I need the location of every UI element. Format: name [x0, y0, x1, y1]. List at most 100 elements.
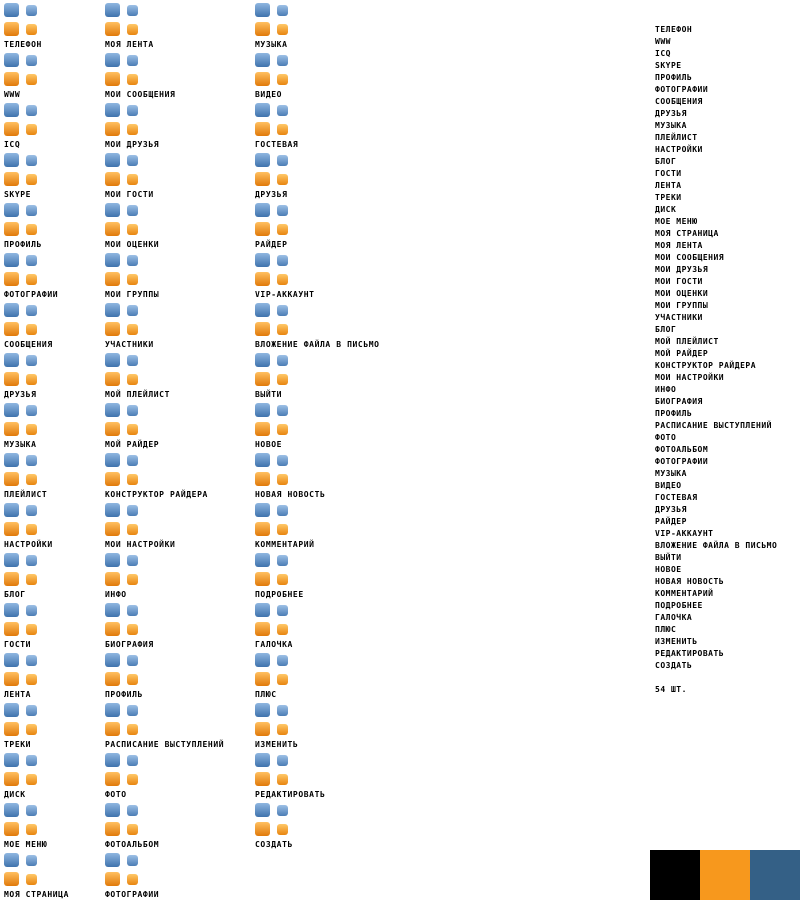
blue-icon	[105, 3, 120, 17]
icon-label: ЛЕНТА	[4, 690, 32, 699]
orange-icon	[26, 224, 37, 235]
list-item: ДРУЗЬЯ	[655, 505, 687, 514]
orange-icon	[105, 822, 120, 836]
orange-icon	[277, 724, 288, 735]
orange-icon	[127, 324, 138, 335]
list-item: ГОСТЕВАЯ	[655, 493, 698, 502]
orange-icon	[4, 722, 19, 736]
icon-label: ФОТОАЛЬБОМ	[105, 840, 160, 849]
blue-icon	[255, 53, 270, 67]
swatch-blue	[750, 850, 800, 900]
list-item: УЧАСТНИКИ	[655, 313, 703, 322]
blue-icon	[4, 403, 19, 417]
list-item: ФОТОАЛЬБОМ	[655, 445, 709, 454]
list-item: WWW	[655, 37, 671, 46]
icon-label: ГОСТЕВАЯ	[255, 140, 299, 149]
blue-icon	[105, 803, 120, 817]
orange-icon	[26, 524, 37, 535]
blue-icon	[105, 653, 120, 667]
blue-icon	[4, 803, 19, 817]
orange-icon	[255, 472, 270, 486]
blue-icon	[26, 205, 37, 216]
icon-label: МОЙ РАЙДЕР	[105, 440, 160, 449]
orange-icon	[255, 172, 270, 186]
orange-icon	[255, 372, 270, 386]
orange-icon	[4, 622, 19, 636]
blue-icon	[255, 603, 270, 617]
orange-icon	[277, 174, 288, 185]
orange-icon	[277, 624, 288, 635]
blue-icon	[105, 153, 120, 167]
list-item: ПЛЕЙЛИСТ	[655, 133, 698, 142]
orange-icon	[127, 774, 138, 785]
blue-icon	[127, 255, 138, 266]
list-item: ДРУЗЬЯ	[655, 109, 687, 118]
blue-icon	[26, 405, 37, 416]
blue-icon	[127, 55, 138, 66]
orange-icon	[255, 122, 270, 136]
blue-icon	[127, 855, 138, 866]
blue-icon	[26, 355, 37, 366]
blue-icon	[277, 355, 288, 366]
list-item: МОЕ МЕНЮ	[655, 217, 698, 226]
orange-icon	[26, 274, 37, 285]
orange-icon	[4, 422, 19, 436]
orange-icon	[4, 522, 19, 536]
blue-icon	[105, 203, 120, 217]
blue-icon	[105, 353, 120, 367]
blue-icon	[255, 153, 270, 167]
blue-icon	[255, 553, 270, 567]
orange-icon	[255, 22, 270, 36]
blue-icon	[277, 105, 288, 116]
list-item: МОЯ ЛЕНТА	[655, 241, 703, 250]
orange-icon	[105, 622, 120, 636]
blue-icon	[105, 503, 120, 517]
orange-icon	[277, 74, 288, 85]
blue-icon	[255, 253, 270, 267]
orange-icon	[277, 324, 288, 335]
list-item: РАСПИСАНИЕ ВЫСТУПЛЕНИЙ	[655, 421, 772, 430]
blue-icon	[127, 555, 138, 566]
blue-icon	[127, 805, 138, 816]
blue-icon	[277, 55, 288, 66]
icon-label: WWW	[4, 90, 21, 99]
icon-label: ДИСК	[4, 790, 26, 799]
list-item: НОВАЯ НОВОСТЬ	[655, 577, 725, 586]
list-item: ГАЛОЧКА	[655, 613, 693, 622]
orange-icon	[26, 774, 37, 785]
orange-icon	[255, 272, 270, 286]
blue-icon	[277, 705, 288, 716]
orange-icon	[127, 524, 138, 535]
list-item: ПРОФИЛЬ	[655, 73, 693, 82]
orange-icon	[127, 174, 138, 185]
orange-icon	[127, 874, 138, 885]
orange-icon	[105, 372, 120, 386]
blue-icon	[4, 753, 19, 767]
blue-icon	[277, 505, 288, 516]
blue-icon	[255, 703, 270, 717]
blue-icon	[255, 3, 270, 17]
icon-label: БИОГРАФИЯ	[105, 640, 154, 649]
icon-label: МОЯ ЛЕНТА	[105, 40, 154, 49]
list-item: МОИ ГРУППЫ	[655, 301, 709, 310]
list-item: НОВОЕ	[655, 565, 682, 574]
icon-label: МОИ СООБЩЕНИЯ	[105, 90, 176, 99]
icon-label: ВЛОЖЕНИЕ ФАЙЛА В ПИСЬМО	[255, 340, 380, 349]
orange-icon	[277, 24, 288, 35]
blue-icon	[26, 505, 37, 516]
list-item: ИЗМЕНИТЬ	[655, 637, 698, 646]
blue-icon	[105, 453, 120, 467]
orange-icon	[4, 772, 19, 786]
orange-icon	[4, 472, 19, 486]
list-item: БИОГРАФИЯ	[655, 397, 703, 406]
blue-icon	[255, 353, 270, 367]
blue-icon	[26, 605, 37, 616]
blue-icon	[255, 403, 270, 417]
blue-icon	[127, 455, 138, 466]
blue-icon	[127, 755, 138, 766]
orange-icon	[4, 572, 19, 586]
blue-icon	[277, 305, 288, 316]
orange-icon	[127, 474, 138, 485]
blue-icon	[26, 855, 37, 866]
list-item: ЛЕНТА	[655, 181, 682, 190]
